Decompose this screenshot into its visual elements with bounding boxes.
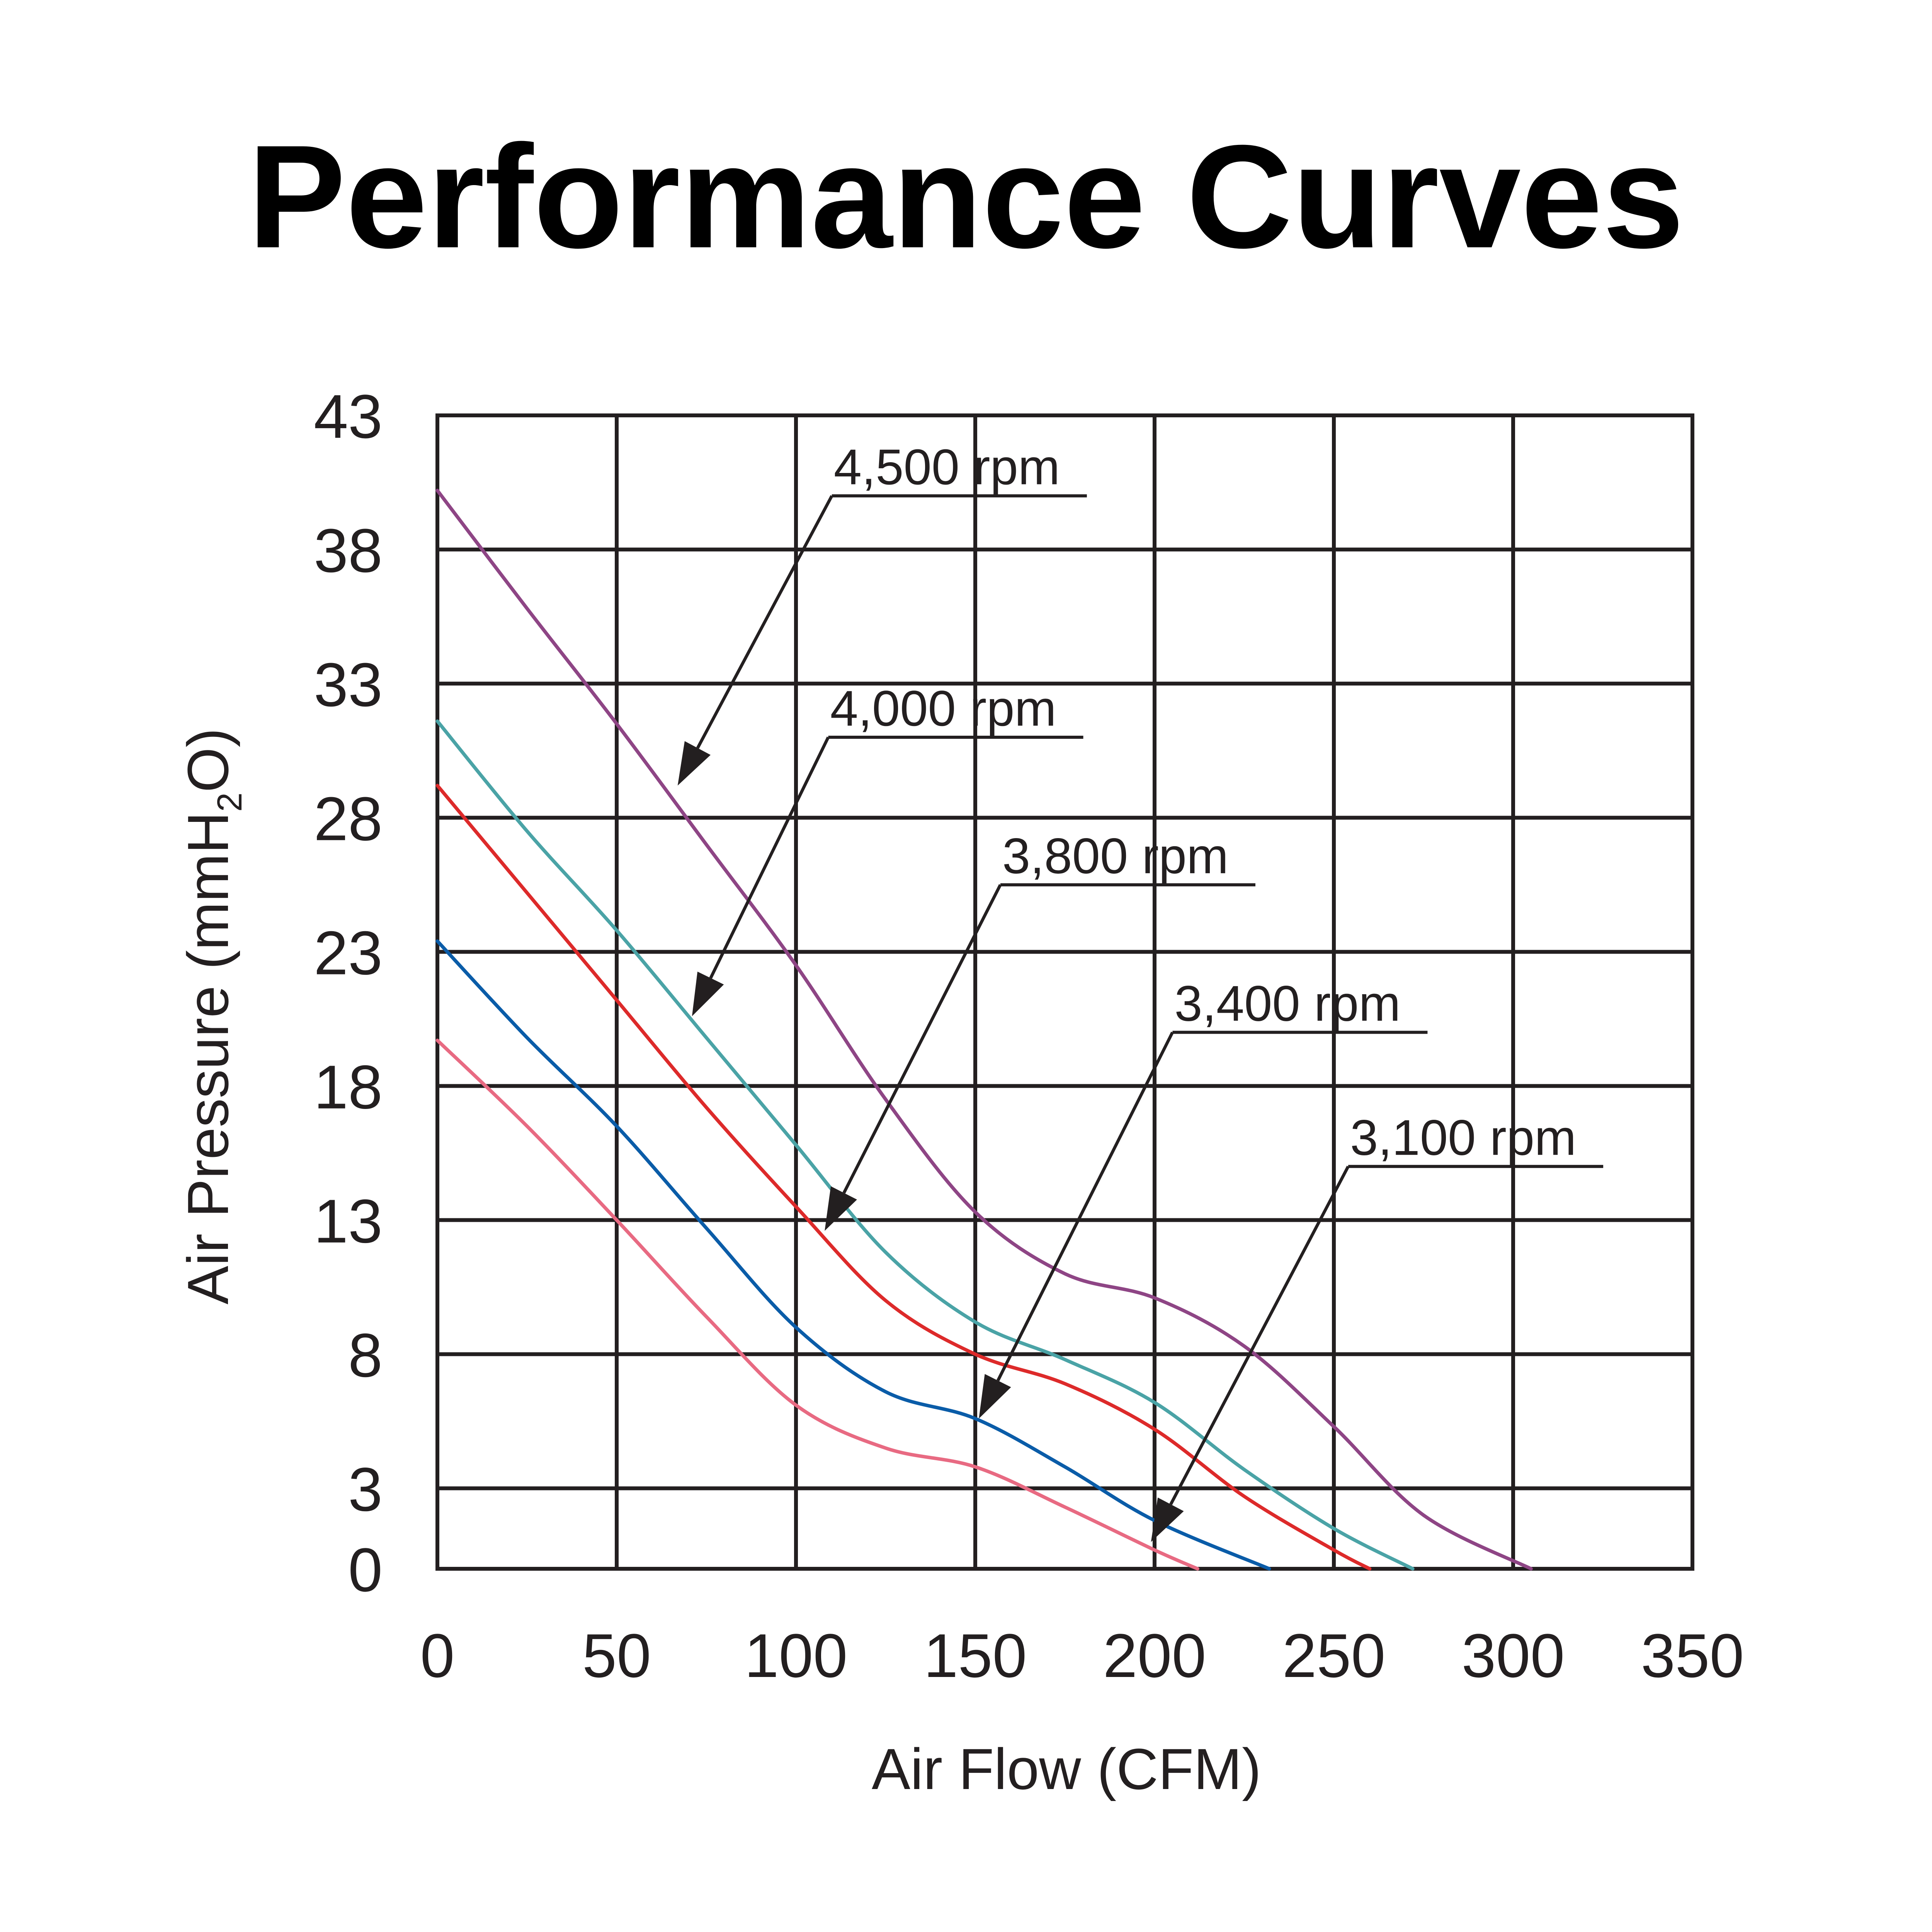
annotation-leader-line: [997, 1031, 1174, 1381]
y-tick-label: 18: [314, 1052, 383, 1121]
x-tick-labels: 0 50 100 150 200 250 300 350: [420, 1621, 1744, 1690]
arrowhead-icon: [979, 1374, 1011, 1419]
annotations: 4,500 rpm 4,000 rpm 3,800 rpm 3,400 rpm 3,10…: [677, 439, 1604, 1542]
curve-3400-rpm: [435, 939, 1271, 1571]
arrowhead-icon: [692, 971, 724, 1016]
y-tick-label: 3: [348, 1455, 383, 1524]
annotation-label-3800-rpm: 3,800 rpm: [1002, 828, 1228, 884]
annotation-label-3100-rpm: 3,100 rpm: [1350, 1109, 1576, 1166]
x-tick-label: 0: [420, 1621, 455, 1690]
annotation-label-3400-rpm: 3,400 rpm: [1174, 975, 1400, 1032]
x-tick-label: 50: [582, 1621, 651, 1690]
y-axis-label-tail: O): [175, 728, 240, 793]
annotation-leader-line: [709, 736, 830, 979]
x-axis-label: Air Flow (CFM): [872, 1736, 1261, 1801]
curve-3100-rpm: [435, 1038, 1199, 1571]
x-tick-label: 250: [1282, 1621, 1386, 1690]
y-tick-label: 23: [314, 918, 383, 987]
y-tick-label: 38: [314, 516, 383, 585]
y-tick-label: 8: [348, 1321, 383, 1390]
y-tick-label: 43: [314, 382, 383, 451]
curves: [435, 488, 1533, 1571]
curve-4500-rpm: [435, 488, 1533, 1571]
x-tick-label: 200: [1103, 1621, 1206, 1690]
y-axis-label-subscript: 2: [211, 793, 249, 812]
annotation-leader-line: [842, 884, 1002, 1194]
annotation-leader-line: [1169, 1165, 1350, 1505]
curve-3800-rpm: [435, 784, 1372, 1571]
grid: [435, 413, 1694, 1571]
arrowhead-icon: [677, 741, 711, 786]
curve-4000-rpm: [435, 719, 1415, 1571]
y-axis-label: Air Pressure (mmH2O): [175, 728, 249, 1304]
y-tick-label: 0: [348, 1535, 383, 1604]
x-tick-label: 300: [1462, 1621, 1565, 1690]
y-tick-label: 33: [314, 650, 383, 719]
arrowhead-icon: [825, 1186, 857, 1231]
annotation-label-4000-rpm: 4,000 rpm: [830, 680, 1056, 736]
arrowhead-icon: [1151, 1497, 1184, 1542]
y-tick-label: 28: [314, 784, 383, 853]
annotation-label-4500-rpm: 4,500 rpm: [834, 439, 1060, 495]
chart-title: Performance Curves: [248, 114, 1684, 279]
plot-frame: [435, 413, 1694, 1571]
x-tick-label: 150: [924, 1621, 1027, 1690]
annotation-leader-line: [696, 495, 833, 749]
x-tick-label: 100: [745, 1621, 848, 1690]
y-axis-label-main: Air Pressure (mmH: [175, 812, 240, 1304]
y-tick-label: 13: [314, 1187, 383, 1256]
x-tick-label: 350: [1641, 1621, 1744, 1690]
